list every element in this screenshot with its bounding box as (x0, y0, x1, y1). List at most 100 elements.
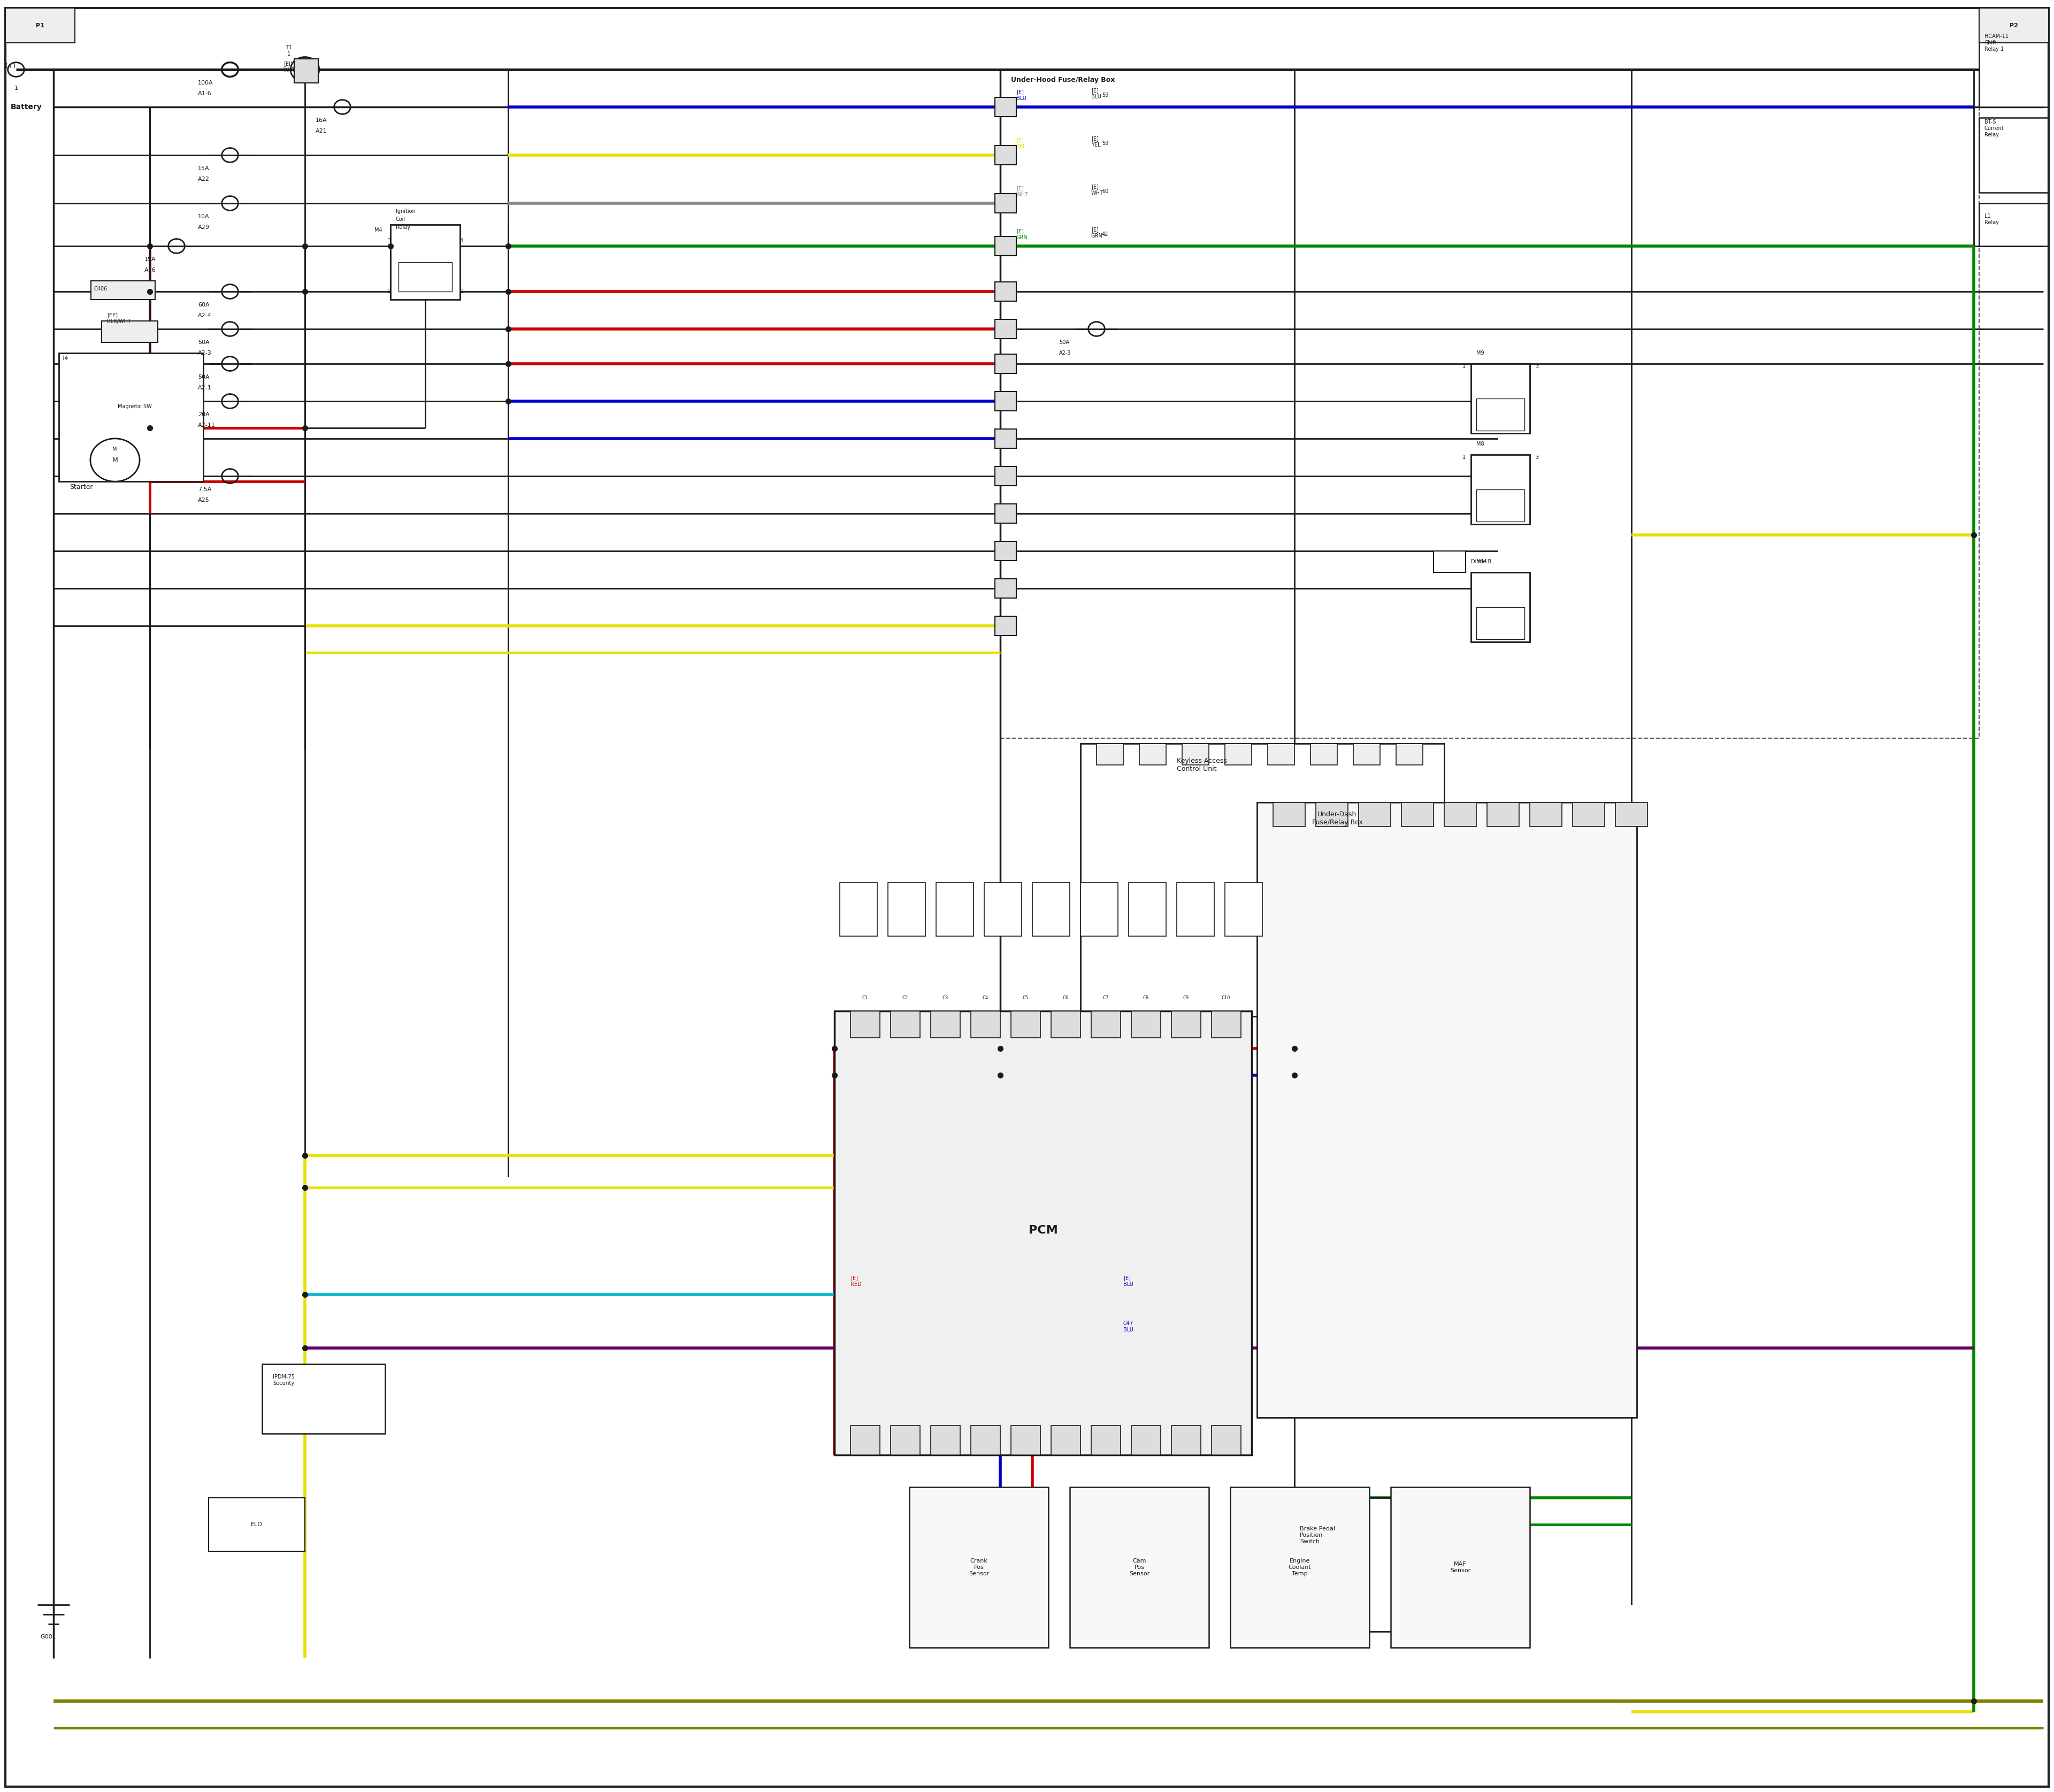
Bar (1177, 883, 1214, 935)
Text: Cam
Pos
Sensor: Cam Pos Sensor (1130, 1559, 1150, 1577)
Bar (840, 883, 877, 935)
Text: 50A: 50A (197, 375, 210, 380)
Text: 2: 2 (460, 289, 464, 294)
Text: Keyless Access
Control Unit: Keyless Access Control Unit (1177, 758, 1226, 772)
Text: C5: C5 (1023, 996, 1029, 1000)
Text: IPDM-75
Security: IPDM-75 Security (273, 1374, 294, 1385)
Bar (1224, 883, 1263, 935)
Bar (994, 616, 1017, 636)
Bar (994, 392, 1017, 410)
Text: 60: 60 (1101, 188, 1109, 194)
Bar (1317, 803, 1347, 826)
Text: [EE]
BLK/WHT: [EE] BLK/WHT (107, 312, 131, 324)
Bar (60, 353, 203, 482)
Text: C47
BLU: C47 BLU (1124, 1321, 1134, 1333)
Text: 42: 42 (1101, 231, 1109, 237)
Bar (1212, 1426, 1241, 1455)
Bar (1358, 803, 1391, 826)
Bar (930, 1011, 959, 1038)
Text: 10A: 10A (197, 213, 210, 219)
Bar (1477, 398, 1524, 430)
Text: PCM: PCM (1029, 1226, 1058, 1236)
Text: [E]
RED: [E] RED (850, 1276, 861, 1287)
Text: Crank
Pos
Sensor: Crank Pos Sensor (969, 1559, 990, 1577)
Text: [E]
WHT: [E] WHT (1017, 186, 1029, 197)
Bar (972, 1426, 1000, 1455)
Text: C3: C3 (943, 996, 949, 1000)
Bar (1230, 1487, 1370, 1647)
Text: A2-3: A2-3 (197, 351, 212, 357)
Text: A16: A16 (144, 267, 156, 272)
Bar (1397, 744, 1423, 765)
Bar (1224, 744, 1251, 765)
Text: 1: 1 (14, 86, 18, 91)
Bar (1391, 1487, 1530, 1647)
Bar (1132, 1426, 1161, 1455)
Bar (1530, 803, 1561, 826)
Bar (1477, 607, 1524, 640)
Bar (1310, 744, 1337, 765)
Text: 15A: 15A (197, 167, 210, 172)
Bar (887, 883, 926, 935)
Text: [E]
YEL: [E] YEL (1091, 136, 1101, 147)
Bar (1140, 744, 1167, 765)
Text: A21: A21 (316, 129, 327, 134)
Bar (398, 262, 452, 292)
Text: Starter: Starter (70, 484, 92, 491)
Text: M11: M11 (1477, 559, 1487, 564)
Bar (1257, 803, 1637, 1417)
Text: T1
1: T1 1 (286, 45, 292, 57)
Bar (1128, 883, 1167, 935)
Bar (1573, 803, 1604, 826)
Text: C4: C4 (982, 996, 988, 1000)
Bar (1487, 803, 1520, 826)
Text: 7.5A: 7.5A (197, 487, 212, 493)
Text: P2: P2 (2009, 23, 2019, 29)
Text: 100A: 100A (197, 81, 214, 86)
Text: 1: 1 (1462, 364, 1467, 369)
Bar (994, 541, 1017, 561)
Bar (994, 194, 1017, 213)
Text: C8: C8 (1142, 996, 1148, 1000)
Bar (1080, 744, 1444, 1016)
Bar (6, 7, 74, 43)
Bar (1980, 32, 2048, 108)
Text: 3: 3 (1534, 364, 1538, 369)
Text: [E]
GRN: [E] GRN (1091, 228, 1103, 238)
Text: A2-4: A2-4 (197, 314, 212, 319)
Bar (210, 1498, 304, 1552)
Bar (994, 281, 1017, 301)
Text: BT-S
Current
Relay: BT-S Current Relay (1984, 120, 2005, 138)
Text: 50A: 50A (1060, 340, 1070, 346)
Bar (1011, 1011, 1041, 1038)
Text: A29: A29 (197, 224, 210, 229)
Bar (850, 1011, 879, 1038)
Bar (1471, 572, 1530, 642)
Bar (994, 355, 1017, 373)
Text: A2-11: A2-11 (197, 423, 216, 428)
Text: 60A: 60A (197, 303, 210, 308)
Bar (1091, 1011, 1121, 1038)
Text: [E]
GRN: [E] GRN (1017, 229, 1027, 240)
Text: 4: 4 (460, 238, 464, 244)
Text: (+): (+) (6, 63, 16, 70)
Bar (1273, 1498, 1434, 1631)
Text: C406: C406 (94, 287, 107, 292)
Text: Battery: Battery (10, 104, 43, 111)
Bar (1033, 883, 1070, 935)
Text: [E]
BLU: [E] BLU (1091, 88, 1101, 99)
Text: A25: A25 (197, 498, 210, 504)
Text: P1: P1 (35, 23, 45, 29)
Bar (891, 1011, 920, 1038)
Text: [E]
WHT: [E] WHT (1091, 185, 1103, 195)
Text: 20A: 20A (197, 412, 210, 418)
Text: C1: C1 (863, 996, 869, 1000)
Bar (1011, 1426, 1041, 1455)
Bar (1354, 744, 1380, 765)
Bar (994, 145, 1017, 165)
Bar (294, 59, 318, 82)
Bar (1171, 1426, 1202, 1455)
Text: 59: 59 (1101, 93, 1109, 99)
Bar (1052, 1426, 1080, 1455)
Text: Diode B: Diode B (1471, 559, 1491, 564)
